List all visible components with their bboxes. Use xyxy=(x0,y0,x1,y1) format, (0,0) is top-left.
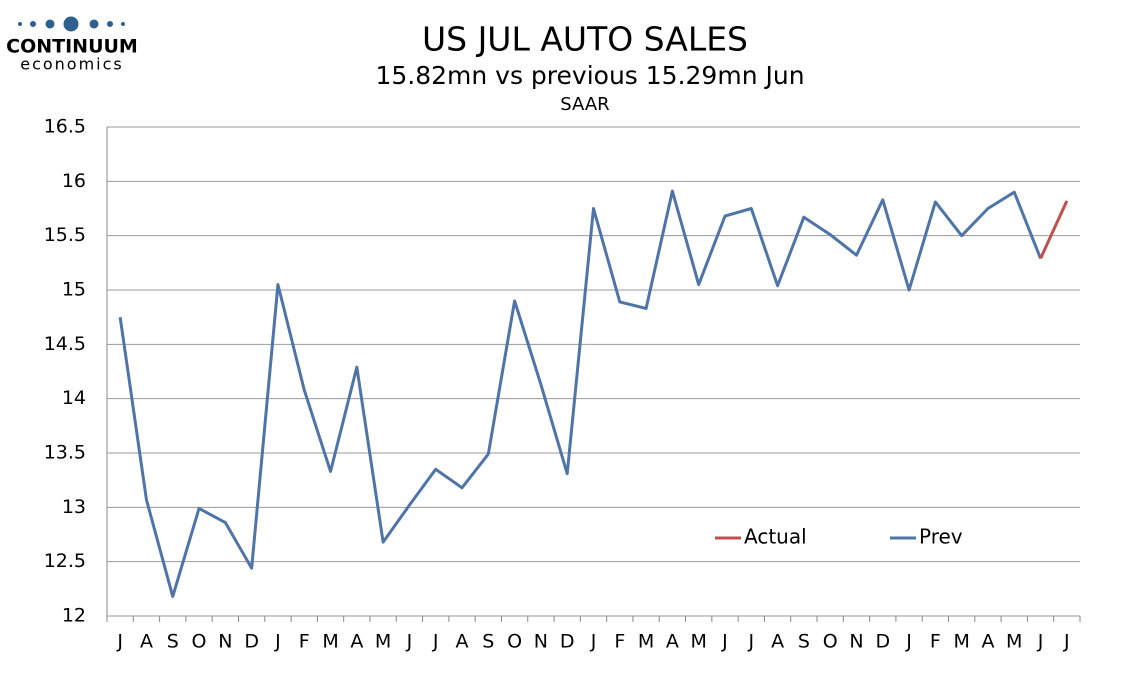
y-tick-label: 15.5 xyxy=(44,224,86,246)
y-tick-label: 12 xyxy=(62,605,86,627)
y-tick-label: 12.5 xyxy=(44,550,86,572)
x-tick-label: A xyxy=(981,631,994,653)
x-tick-label: O xyxy=(192,631,207,653)
x-tick-label: N xyxy=(534,631,548,653)
x-tick-label: F xyxy=(614,631,625,653)
x-tick-label: M xyxy=(322,631,338,653)
logo-dots xyxy=(18,16,125,32)
y-tick-label: 15 xyxy=(62,279,86,301)
x-tick-label: M xyxy=(953,631,969,653)
x-tick-label: A xyxy=(666,631,679,653)
y-tick-label: 16 xyxy=(62,170,86,192)
x-tick-label: J xyxy=(721,631,728,653)
x-tick-label: J xyxy=(406,631,413,653)
x-tick-label: M xyxy=(375,631,391,653)
x-tick-label: J xyxy=(905,631,912,653)
x-tick-label: F xyxy=(930,631,941,653)
x-tick-label: J xyxy=(274,631,281,653)
x-tick-label: J xyxy=(432,631,439,653)
x-tick-label: D xyxy=(244,631,259,653)
x-tick-label: N xyxy=(849,631,863,653)
y-tick-label: 13 xyxy=(62,496,86,518)
x-tick-label: J xyxy=(1063,631,1070,653)
x-tick-label: M xyxy=(690,631,706,653)
logo-tagline: economics xyxy=(20,55,124,74)
chart-subtitle: 15.82mn vs previous 15.29mn Jun xyxy=(375,61,804,90)
x-tick-label: J xyxy=(747,631,754,653)
x-tick-label: O xyxy=(823,631,838,653)
logo-name: CONTINUUM xyxy=(6,36,138,58)
x-tick-label: A xyxy=(140,631,153,653)
x-tick-label: M xyxy=(638,631,654,653)
x-tick-label: A xyxy=(456,631,469,653)
line-series xyxy=(118,189,1042,598)
legend-label: Actual xyxy=(744,525,807,549)
x-tick-label: J xyxy=(1037,631,1044,653)
x-tick-label: S xyxy=(482,631,494,653)
y-tick-label: 13.5 xyxy=(44,442,86,464)
x-tick-label: D xyxy=(560,631,575,653)
x-tick-label: F xyxy=(299,631,310,653)
x-tick-label: J xyxy=(590,631,597,653)
x-tick-label: D xyxy=(875,631,890,653)
y-tick-label: 16.5 xyxy=(44,116,86,138)
x-tick-label: S xyxy=(167,631,179,653)
x-tick-label: M xyxy=(1006,631,1022,653)
y-tick-label: 14 xyxy=(62,387,86,409)
x-tick-label: J xyxy=(116,631,123,653)
unit-label: SAAR xyxy=(560,94,609,115)
x-tick-label: N xyxy=(218,631,232,653)
line-series xyxy=(1039,200,1069,260)
y-tick-label: 14.5 xyxy=(44,333,86,355)
x-tick-label: A xyxy=(350,631,363,653)
x-tick-label: A xyxy=(771,631,784,653)
legend-label: Prev xyxy=(919,525,963,549)
chart-title: US JUL AUTO SALES xyxy=(422,20,748,59)
x-tick-label: S xyxy=(798,631,810,653)
x-tick-label: O xyxy=(507,631,522,653)
